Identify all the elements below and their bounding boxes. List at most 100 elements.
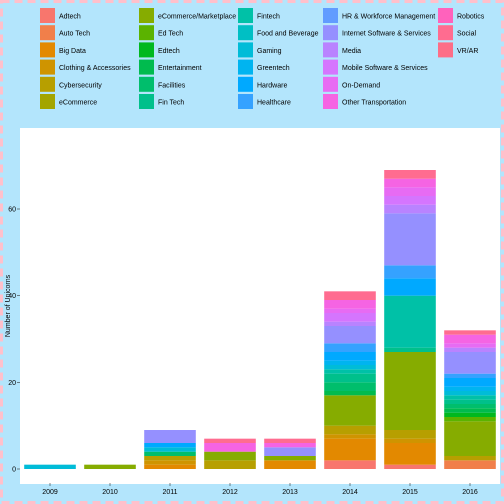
x-tick-label: 2014 [342, 489, 358, 496]
y-tick-label: 40 [8, 293, 16, 300]
x-tick-label: 2012 [222, 489, 238, 496]
bar-segment [144, 447, 196, 452]
bar-segment [324, 343, 376, 352]
x-tick-label: 2013 [282, 489, 298, 496]
bar-segment [444, 352, 496, 374]
y-tick-label: 0 [12, 467, 16, 474]
legend-key [438, 42, 453, 58]
x-tick-label: 2016 [462, 489, 478, 496]
bar-segment [144, 430, 196, 443]
bar-segment [324, 308, 376, 313]
legend-label: Healthcare [257, 100, 291, 107]
bar-segment [324, 369, 376, 374]
legend-key [238, 8, 253, 23]
legend-label: Food and Beverage [257, 31, 319, 38]
bar-segment [144, 464, 196, 469]
bar-segment [444, 421, 496, 456]
legend-key [139, 94, 154, 109]
legend-key [139, 59, 154, 75]
legend-key [40, 8, 55, 23]
legend-label: Adtech [59, 14, 81, 21]
legend-label: Mobile Software & Services [342, 65, 428, 72]
legend-key [323, 25, 338, 41]
bar-segment [324, 352, 376, 361]
bar-segment [324, 382, 376, 391]
bar-segment [204, 443, 256, 452]
legend-key [238, 76, 253, 92]
bar-segment [204, 451, 256, 461]
legend-label: Auto Tech [59, 31, 90, 38]
y-axis-label: Number of Unicorns [5, 274, 12, 337]
bar-segment [324, 373, 376, 383]
bar-segment [384, 438, 436, 443]
legend-key [323, 59, 338, 75]
legend-key [238, 94, 253, 109]
x-tick-label: 2009 [42, 489, 58, 496]
bar-segment [324, 360, 376, 365]
legend-label: HR & Workforce Management [342, 14, 435, 21]
legend-label: Robotics [457, 14, 485, 21]
bar-segment [444, 334, 496, 344]
bar-segment [384, 278, 436, 296]
bar-segment [384, 464, 436, 469]
legend-key [438, 8, 453, 23]
bar-segment [444, 404, 496, 409]
x-tick-label: 2010 [102, 489, 118, 496]
bar-segment [324, 300, 376, 309]
legend-label: Cybersecurity [59, 82, 102, 89]
legend-key [323, 76, 338, 92]
x-axis: 2009 2010 2011 2012 2013 2014 2015 2016 [42, 483, 478, 496]
bar-segment [444, 456, 496, 461]
bar-segment [264, 447, 316, 456]
bar-segment [444, 386, 496, 391]
bar-segment [444, 408, 496, 413]
legend: Adtech Auto Tech Big Data Clothing & Access… [40, 8, 485, 109]
legend-key [323, 94, 338, 109]
legend-label: Fintech [257, 14, 280, 21]
bar-segment [384, 347, 436, 352]
bar-segment [144, 443, 196, 448]
legend-label: Media [342, 48, 361, 55]
bar-segment [384, 352, 436, 430]
bar-segment [384, 170, 436, 179]
bar-segment [144, 451, 196, 456]
legend-key [139, 76, 154, 92]
legend-label: Greentech [257, 65, 290, 72]
legend-label: Other Transportation [342, 100, 406, 107]
legend-key [323, 42, 338, 58]
legend-label: Internet Software & Services [342, 31, 431, 38]
bar-segment [324, 313, 376, 322]
bar-segment [24, 464, 76, 469]
bar-segment [444, 330, 496, 335]
legend-label: eCommerce/Marketplace [158, 14, 236, 21]
legend-label: Hardware [257, 82, 287, 89]
bar-segment [324, 321, 376, 326]
legend-label: eCommerce [59, 100, 97, 107]
bar-segment [264, 438, 316, 443]
bar-segment [384, 213, 436, 266]
legend-key [238, 42, 253, 58]
legend-label: Social [457, 31, 477, 38]
bar-segment [324, 391, 376, 396]
legend-label: Edtech [158, 48, 180, 55]
bars-layer [24, 170, 496, 469]
x-tick-label: 2011 [162, 489, 177, 496]
x-tick-label: 2015 [402, 489, 418, 496]
legend-label: Clothing & Accessories [59, 65, 131, 72]
bar-segment [444, 347, 496, 352]
legend-label: Big Data [59, 48, 86, 55]
bar-segment [264, 443, 316, 448]
legend-key [438, 25, 453, 41]
bar-segment [204, 438, 256, 443]
bar-segment [384, 295, 436, 348]
bar-segment [384, 187, 436, 196]
bar-segment [444, 399, 496, 404]
bar-segment [324, 460, 376, 469]
legend-key [323, 8, 338, 23]
bar-segment [324, 434, 376, 439]
bar-segment [324, 438, 376, 461]
bar-segment [384, 443, 436, 465]
bar-segment [444, 378, 496, 387]
